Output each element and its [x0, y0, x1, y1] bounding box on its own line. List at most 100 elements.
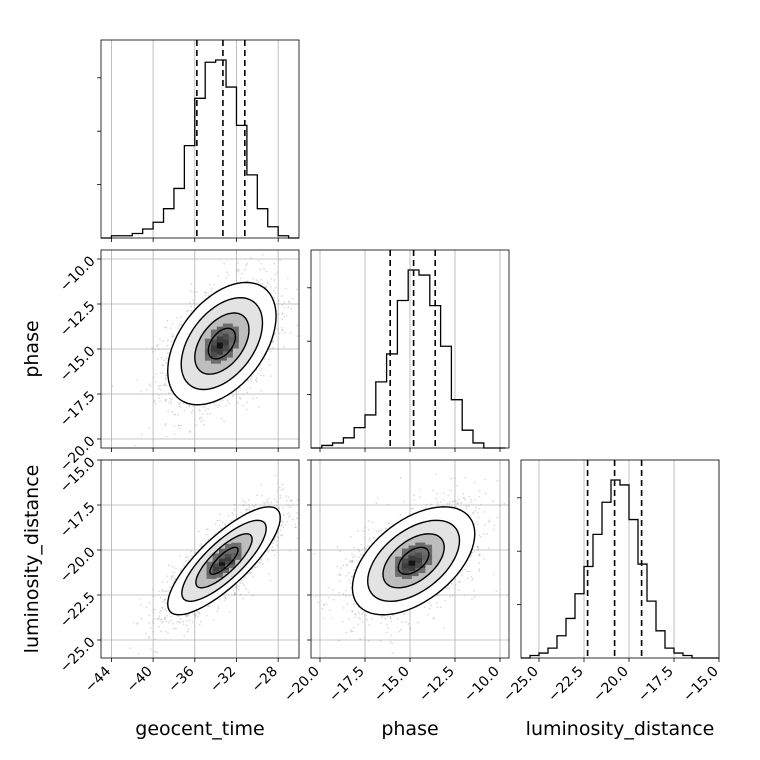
- scatter-point: [225, 597, 228, 600]
- scatter-point: [477, 547, 480, 550]
- density-content: [313, 472, 506, 654]
- scatter-point: [419, 496, 422, 499]
- scatter-point: [284, 524, 287, 526]
- scatter-point: [242, 404, 245, 407]
- scatter-point: [206, 413, 209, 415]
- scatter-point: [153, 650, 156, 653]
- scatter-point: [236, 585, 238, 588]
- scatter-point: [245, 501, 247, 504]
- scatter-point: [188, 430, 191, 433]
- scatter-point: [180, 323, 183, 326]
- scatter-point: [160, 618, 162, 621]
- scatter-point: [149, 648, 152, 651]
- scatter-point: [173, 413, 176, 416]
- scatter-point: [409, 626, 412, 629]
- scatter-point: [145, 632, 148, 635]
- scatter-point: [443, 492, 445, 495]
- scatter-point: [156, 344, 158, 347]
- scatter-point: [287, 504, 289, 507]
- scatter-point: [188, 614, 190, 617]
- scatter-point: [221, 521, 224, 524]
- scatter-point: [162, 581, 164, 583]
- scatter-point: [242, 597, 244, 600]
- density-cell: [204, 344, 215, 355]
- scatter-point: [167, 352, 169, 355]
- scatter-point: [273, 279, 276, 281]
- scatter-point: [269, 286, 272, 288]
- scatter-point: [238, 396, 241, 399]
- contour-line: [166, 281, 277, 406]
- scatter-point: [280, 524, 283, 527]
- scatter-point: [180, 424, 183, 427]
- scatter-point: [158, 590, 161, 592]
- scatter-point: [252, 277, 255, 280]
- scatter-point: [253, 505, 256, 508]
- scatter-point: [281, 318, 283, 321]
- scatter-point: [267, 501, 269, 504]
- scatter-point: [261, 253, 264, 256]
- scatter-point: [237, 262, 240, 264]
- scatter-point: [172, 622, 174, 625]
- scatter-point: [279, 258, 282, 261]
- scatter-point: [234, 593, 237, 596]
- x-tick-label: −20.0: [590, 664, 632, 706]
- scatter-point: [289, 505, 292, 508]
- scatter-point: [273, 289, 275, 292]
- scatter-point: [192, 302, 195, 304]
- scatter-point: [295, 526, 297, 529]
- scatter-point: [159, 338, 161, 340]
- scatter-point: [164, 422, 167, 425]
- x-tick-label: −15.0: [680, 664, 722, 706]
- scatter-point: [273, 539, 276, 542]
- scatter-point: [170, 575, 173, 578]
- x-tick-label: −17.5: [635, 664, 677, 706]
- scatter-point: [195, 424, 198, 427]
- scatter-point: [186, 556, 189, 558]
- scatter-point: [180, 568, 183, 570]
- scatter-point: [153, 399, 156, 402]
- scatter-point: [167, 410, 170, 412]
- scatter-point: [148, 601, 151, 604]
- scatter-point: [204, 294, 207, 297]
- scatter-point: [198, 623, 201, 626]
- scatter-point: [200, 543, 203, 545]
- scatter-point: [273, 537, 276, 540]
- scatter-point: [164, 618, 167, 620]
- scatter-point: [243, 504, 246, 507]
- scatter-point: [179, 570, 182, 572]
- scatter-point: [471, 598, 473, 600]
- scatter-point: [206, 528, 209, 531]
- scatter-point: [365, 614, 368, 617]
- scatter-point: [476, 545, 479, 548]
- scatter-point: [290, 308, 293, 310]
- scatter-point: [172, 571, 175, 574]
- scatter-point: [226, 271, 229, 274]
- scatter-point: [158, 615, 161, 618]
- scatter-point: [218, 519, 221, 522]
- scatter-point: [236, 269, 239, 272]
- scatter-point: [280, 326, 283, 329]
- scatter-point: [208, 605, 211, 608]
- scatter-point: [185, 624, 188, 627]
- scatter-point: [465, 505, 467, 507]
- scatter-point: [228, 611, 231, 613]
- scatter-point: [161, 364, 164, 366]
- scatter-point: [252, 576, 255, 578]
- scatter-point: [159, 609, 162, 612]
- scatter-point: [162, 364, 165, 366]
- scatter-point: [274, 286, 277, 289]
- scatter-point: [273, 549, 276, 552]
- scatter-point: [167, 632, 169, 634]
- scatter-point: [232, 589, 235, 591]
- scatter-point: [290, 499, 293, 502]
- scatter-point: [133, 444, 136, 447]
- scatter-point: [154, 381, 157, 383]
- scatter-point: [151, 588, 154, 591]
- scatter-point: [217, 605, 220, 608]
- scatter-point: [164, 377, 167, 379]
- scatter-point: [464, 476, 467, 479]
- scatter-point: [170, 403, 173, 405]
- scatter-point: [249, 378, 252, 380]
- scatter-point: [296, 517, 298, 520]
- scatter-point: [282, 521, 284, 523]
